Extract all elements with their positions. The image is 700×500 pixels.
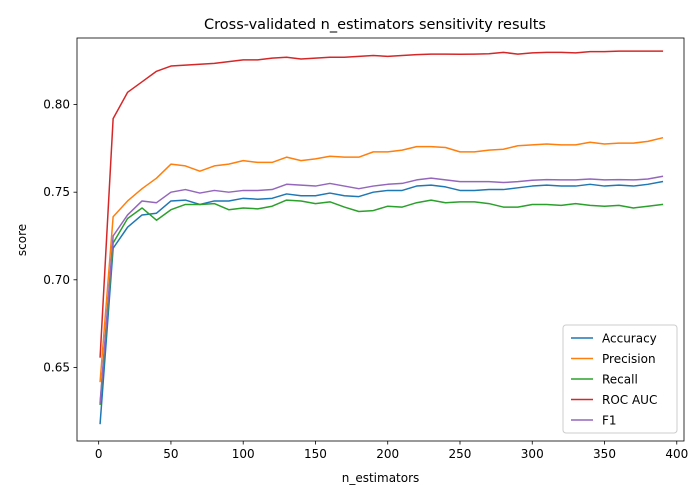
y-tick-label: 0.70 xyxy=(43,273,70,287)
chart-title: Cross-validated n_estimators sensitivity… xyxy=(204,17,546,33)
series-line-recall xyxy=(99,199,664,406)
legend-label-recall: Recall xyxy=(602,373,638,387)
series-line-precision xyxy=(99,136,664,383)
x-axis-label: n_estimators xyxy=(342,471,420,485)
y-tick-label: 0.80 xyxy=(43,98,70,112)
y-tick-label: 0.75 xyxy=(43,185,70,199)
legend-label-accuracy: Accuracy xyxy=(602,332,657,346)
x-tick-label: 250 xyxy=(449,447,472,461)
x-tick-label: 150 xyxy=(304,447,327,461)
series-line-roc-auc xyxy=(99,50,664,358)
x-tick-label: 0 xyxy=(95,447,103,461)
series-line-accuracy xyxy=(99,180,664,425)
x-tick-label: 200 xyxy=(376,447,399,461)
series-line-f1 xyxy=(99,175,664,404)
axes: 0 50 100 150 200 250 300 350 400 0.65 0.70 0.75 0.80 xyxy=(43,37,688,461)
x-tick-label: 350 xyxy=(593,447,616,461)
y-tick-label: 0.65 xyxy=(43,360,70,374)
legend-label-precision: Precision xyxy=(602,352,656,366)
plot-lines xyxy=(99,50,664,425)
x-tick-label: 400 xyxy=(665,447,688,461)
legend-label-roc-auc: ROC AUC xyxy=(602,393,657,407)
legend-box xyxy=(562,324,678,434)
y-axis-label: score xyxy=(15,224,29,256)
x-tick-label: 300 xyxy=(521,447,544,461)
legend: Accuracy Precision Recall ROC AUC F1 xyxy=(562,324,678,434)
x-tick-label: 50 xyxy=(163,447,178,461)
plot-frame xyxy=(76,37,685,442)
x-tick-label: 100 xyxy=(232,447,255,461)
legend-label-f1: F1 xyxy=(602,414,617,428)
